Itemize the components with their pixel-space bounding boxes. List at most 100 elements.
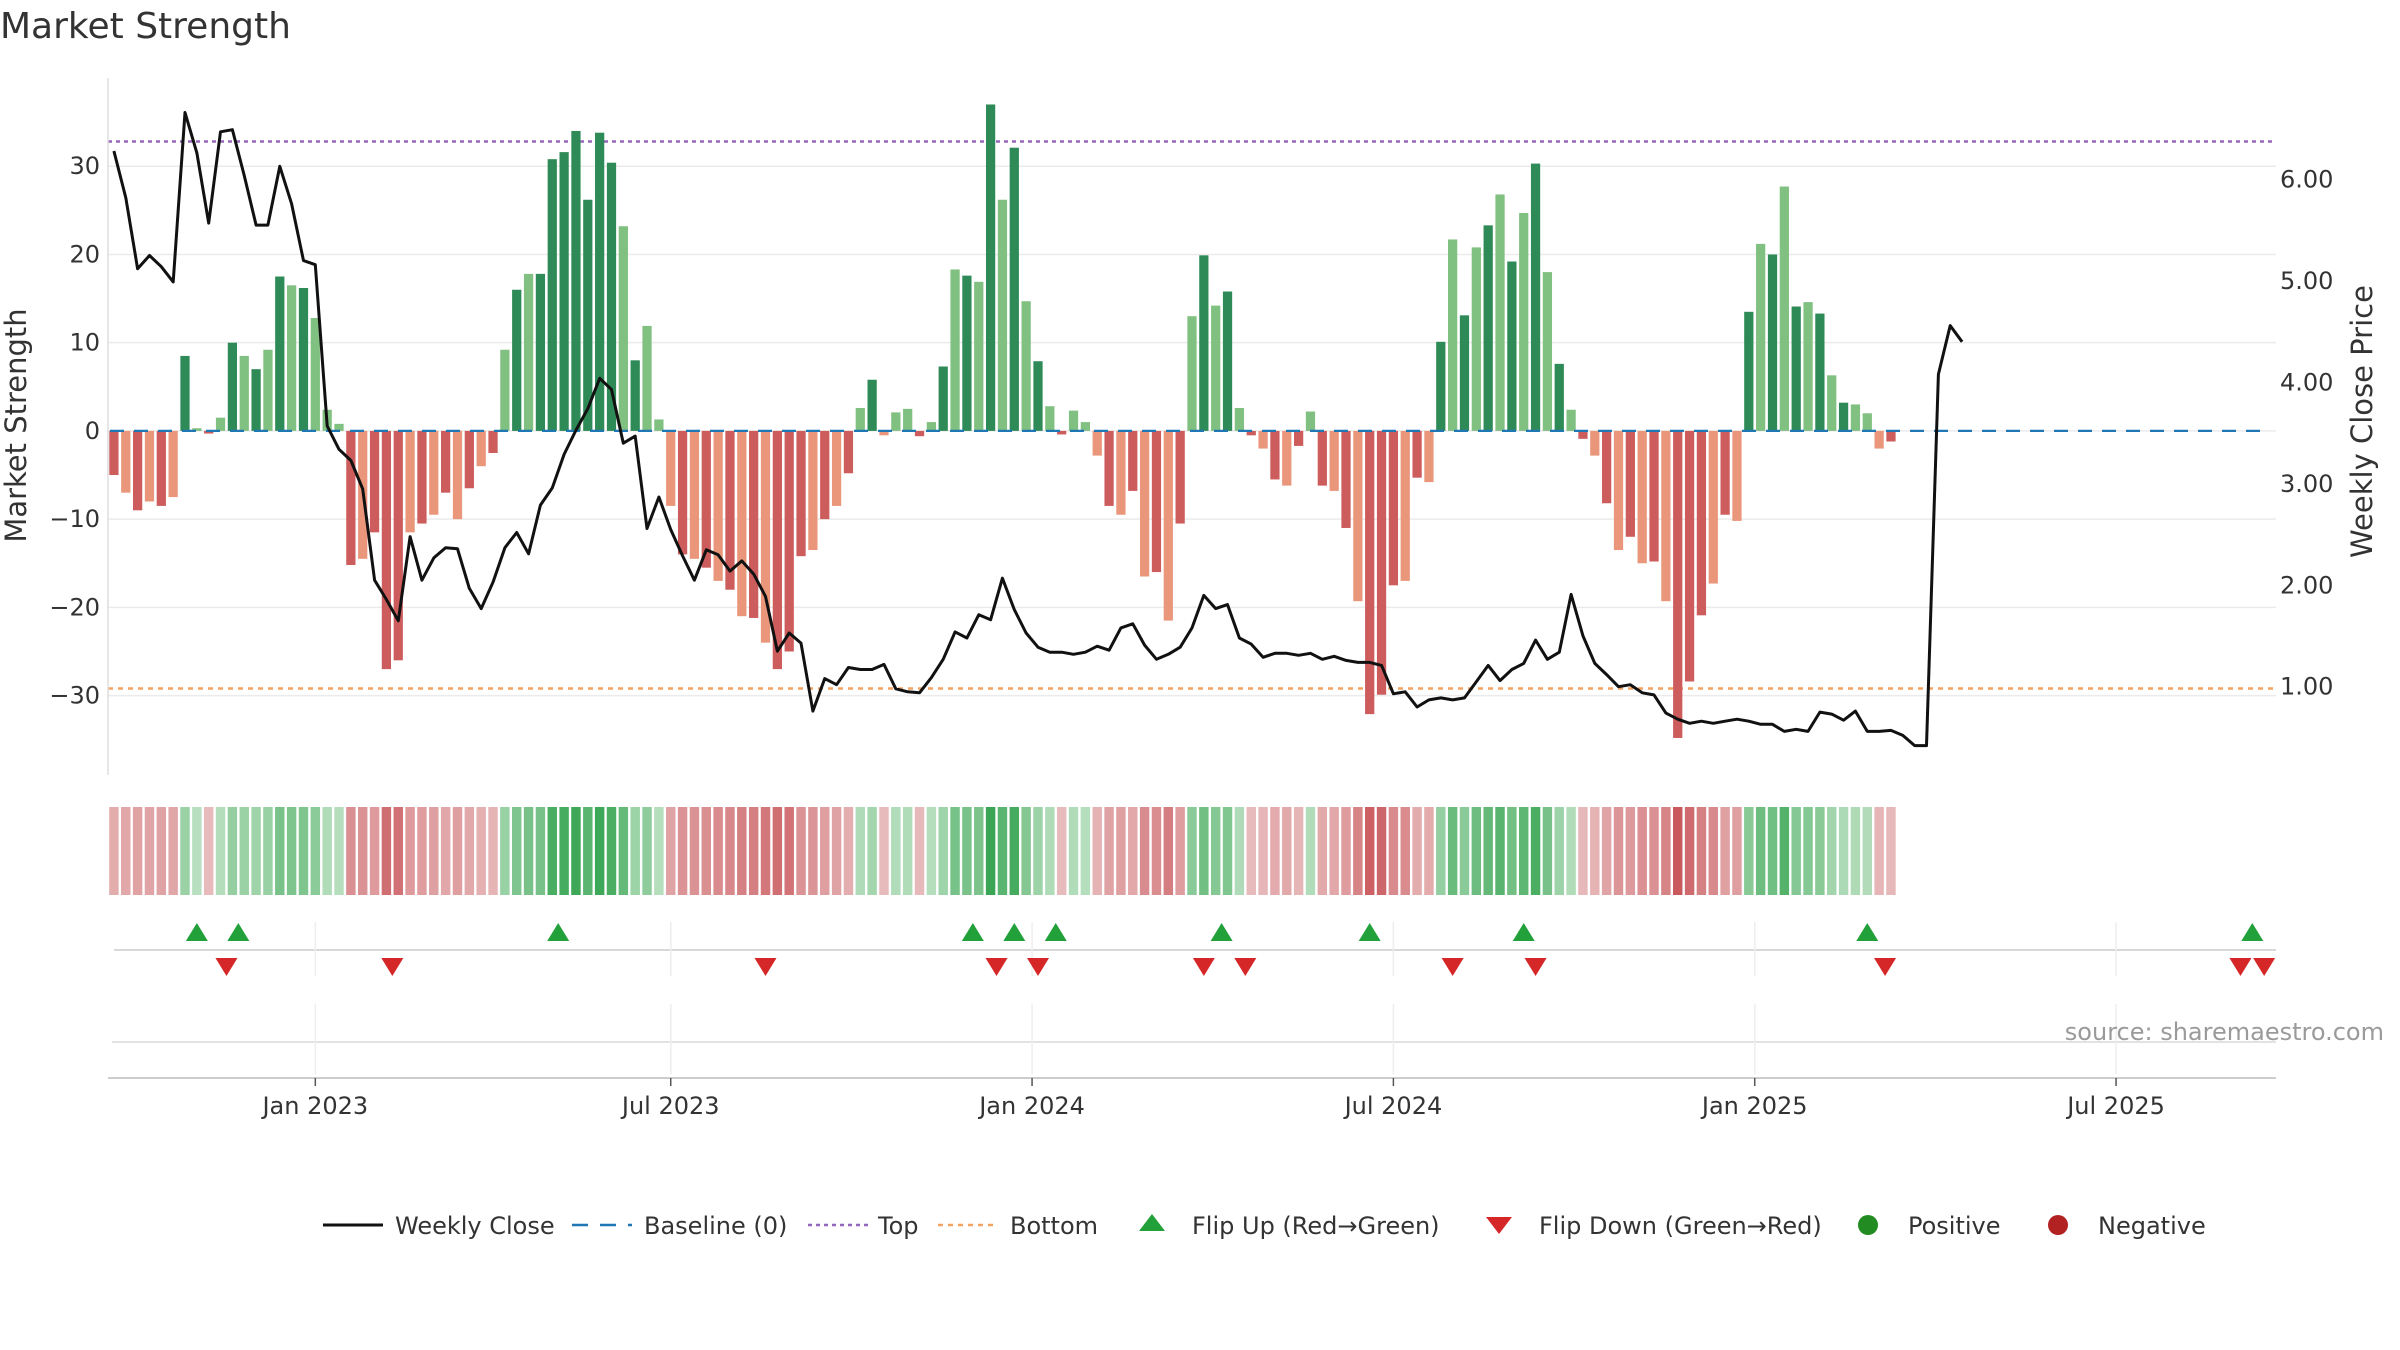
heat-cell [938,807,948,895]
heat-cell [1720,807,1730,895]
heat-cell [1684,807,1695,895]
heat-cell [950,807,960,895]
heat-cell [1436,807,1446,895]
flip-markers [112,922,2276,1074]
heat-cell [1471,807,1482,895]
strength-bar [1815,313,1825,431]
heat-cell [1732,807,1742,895]
strength-bar [1554,363,1564,431]
heat-cell [748,807,759,895]
strength-bar [405,430,415,533]
heat-cell [914,807,925,895]
heat-cell [867,807,877,895]
legend-label: Weekly Close [395,1212,555,1240]
heat-cell [251,807,261,895]
strength-bar [1175,430,1185,524]
heat-cell [1815,807,1825,895]
strength-bar [1507,261,1517,431]
strength-bar [1009,147,1019,431]
strength-bar [1341,430,1351,528]
heat-cell [203,807,214,895]
heat-cell [263,807,273,895]
strength-bar [725,430,735,590]
heat-cell [843,807,854,895]
heat-cell [440,807,451,895]
heat-cell [286,807,297,895]
heat-cell [1329,807,1339,895]
strength-bar [144,430,155,502]
heat-cell [1708,807,1718,895]
heat-cell [1400,807,1410,895]
strength-bar [1519,212,1529,431]
strength-bar [606,162,617,431]
strength-bar [476,430,486,467]
heat-cell [227,807,238,895]
heat-cell [132,807,143,895]
flip-down-marker [985,958,1008,976]
heat-cell [902,807,913,895]
legend-label: Negative [2098,1212,2206,1240]
strength-bar [204,430,214,434]
strength-bar [239,355,249,431]
strength-bar [1234,407,1245,431]
heat-cell [1755,807,1766,895]
heat-cell [275,807,285,895]
strength-bar [298,287,309,431]
strength-bar [227,342,238,431]
strength-bar [891,412,901,431]
heat-cell [1886,807,1896,895]
heat-cell [1530,807,1541,895]
heat-cell [357,807,368,895]
heat-cell [1246,807,1256,895]
strength-bar [1080,422,1090,431]
heat-cell [523,807,534,895]
strength-bar [1791,306,1801,431]
strength-bar [997,199,1008,431]
heat-cell [1128,807,1138,895]
heat-cell [381,807,392,895]
strength-bar [1294,430,1304,446]
heat-cell [701,807,711,895]
heat-cell [1424,807,1434,895]
legend-item: Flip Down (Green→Red) [1486,1212,1822,1240]
strength-bar [1661,430,1671,602]
heat-cell [239,807,249,895]
strength-bar [950,269,960,431]
price-line-layer [112,111,1964,748]
flip-down-marker [1192,958,1215,976]
strength-bar [808,430,818,551]
strength-bar [654,419,664,431]
legend-item: Bottom [938,1212,1098,1240]
heat-cell [654,807,664,895]
strength-bar [523,273,534,431]
heat-cell [630,807,640,895]
heat-cell [974,807,984,895]
strength-bar [381,430,392,670]
strength-bar [263,349,273,431]
strength-bar [109,430,119,476]
strength-bar [1329,430,1339,491]
left-tick-label: −30 [49,682,100,710]
strength-bar [689,430,700,559]
strength-bar [1779,186,1789,431]
flip-up-marker [1856,923,1879,941]
heat-cell [784,807,794,895]
heat-cell [997,807,1008,895]
heat-cell [1151,807,1162,895]
legend-item: Positive [1858,1212,2001,1240]
strength-bar [1827,375,1837,431]
strength-bar [879,430,889,436]
heat-cell [1376,807,1387,895]
strength-bar [1756,243,1766,431]
weekly-close-line [112,111,1964,748]
strength-bar [488,430,498,453]
flip-up-marker [185,923,208,941]
legend-swatch-positive [1858,1215,1878,1235]
heat-cell [346,807,356,895]
heat-cell [109,807,119,895]
heat-cell [1495,807,1505,895]
flip-down-marker [1874,958,1897,976]
flip-down-marker [2253,958,2276,976]
heat-cell [1139,807,1150,895]
heat-cell [1850,807,1861,895]
